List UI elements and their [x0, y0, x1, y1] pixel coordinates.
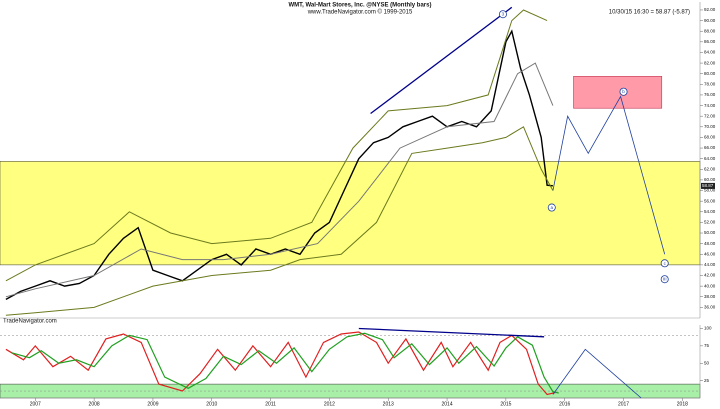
y-tick-label: 72.00 [704, 113, 716, 118]
y-tick-label: 80.00 [704, 71, 716, 76]
y-tick-label: 50.00 [704, 230, 716, 235]
x-tick-label: 2010 [206, 401, 217, 407]
y-tick-label: 66.00 [704, 145, 716, 150]
y-tick-label: 58.00 [704, 188, 716, 193]
target-box [573, 76, 663, 109]
y-tick-label: 46.00 [704, 251, 716, 256]
series-line [5, 62, 554, 298]
y-tick-label: 90.00 [704, 18, 716, 23]
series-line [5, 9, 548, 282]
x-tick-label: 2008 [89, 401, 100, 407]
y-tick-label: 60.00 [704, 177, 716, 182]
y-tick-label: 86.00 [704, 39, 716, 44]
series-line [11, 332, 559, 394]
x-tick-label: 2017 [618, 401, 629, 407]
trendline [370, 6, 513, 115]
watermark: TradeNavigator.com [3, 319, 57, 325]
y-tick-label: 36.00 [704, 305, 716, 310]
wave-label: b [622, 89, 625, 94]
y-tick-label: 84.00 [704, 50, 716, 55]
x-tick-label: 2018 [677, 401, 688, 407]
y-tick-label: 82.00 [704, 60, 716, 65]
wave-marker [660, 275, 669, 284]
y-tick-label: 40.00 [704, 283, 716, 288]
x-tick-label: 2013 [383, 401, 394, 407]
last-price-box [701, 182, 715, 189]
wave-label: c [664, 261, 667, 266]
y-tick-label: 78.00 [704, 82, 716, 87]
y-tick-label: 56.00 [704, 198, 716, 203]
x-tick-label: 2015 [500, 401, 511, 407]
projection [552, 95, 666, 255]
wave-marker [547, 203, 556, 212]
wave-label: III [663, 277, 667, 282]
y-tick-label: 76.00 [704, 92, 716, 97]
wave-marker [660, 259, 669, 268]
y-tick-label: 74.00 [704, 103, 716, 108]
y-tick-label: 42.00 [704, 273, 716, 278]
trendline [358, 327, 545, 338]
y-tick-label: 50 [704, 360, 710, 365]
y-tick-label: 52.00 [704, 220, 716, 225]
wave-label: 3 [502, 12, 505, 17]
wave-label: a [551, 205, 554, 210]
y-tick-label: 44.00 [704, 262, 716, 267]
y-tick-label: 68.00 [704, 135, 716, 140]
x-tick-label: 2009 [147, 401, 158, 407]
y-tick-label: 70.00 [704, 124, 716, 129]
y-tick-label: 25 [704, 378, 710, 383]
x-tick-label: 2016 [559, 401, 570, 407]
y-tick-label: 75 [704, 343, 710, 348]
y-tick-label: 54.00 [704, 209, 716, 214]
series-line [5, 29, 553, 301]
y-tick-label: 100 [704, 326, 712, 331]
y-tick-label: 38.00 [704, 294, 716, 299]
last-price-label: 58.87 [702, 183, 714, 188]
date-text: 10/30/15 16:30 = 58.87 (-5.87) [609, 10, 690, 16]
x-tick-label: 2011 [265, 401, 276, 407]
chart-subtitle: www.TradeNavigator.com © 1999-2015 [307, 9, 413, 16]
x-tick-label: 2007 [30, 401, 41, 407]
wave-marker [619, 87, 628, 96]
y-tick-label: 48.00 [704, 241, 716, 246]
y-tick-label: 64.00 [704, 156, 716, 161]
y-tick-label: 92.00 [704, 7, 716, 12]
y-tick-label: 88.00 [704, 28, 716, 33]
x-tick-label: 2014 [441, 401, 452, 407]
series-line [5, 331, 557, 396]
y-tick-label: 62.00 [704, 166, 716, 171]
wave-marker [498, 10, 507, 19]
x-tick-label: 2012 [324, 401, 335, 407]
series-line [5, 126, 554, 316]
chart-title: WMT, Wal-Mart Stores, Inc. @NYSE (Monthl… [289, 3, 432, 9]
projection [552, 348, 642, 399]
